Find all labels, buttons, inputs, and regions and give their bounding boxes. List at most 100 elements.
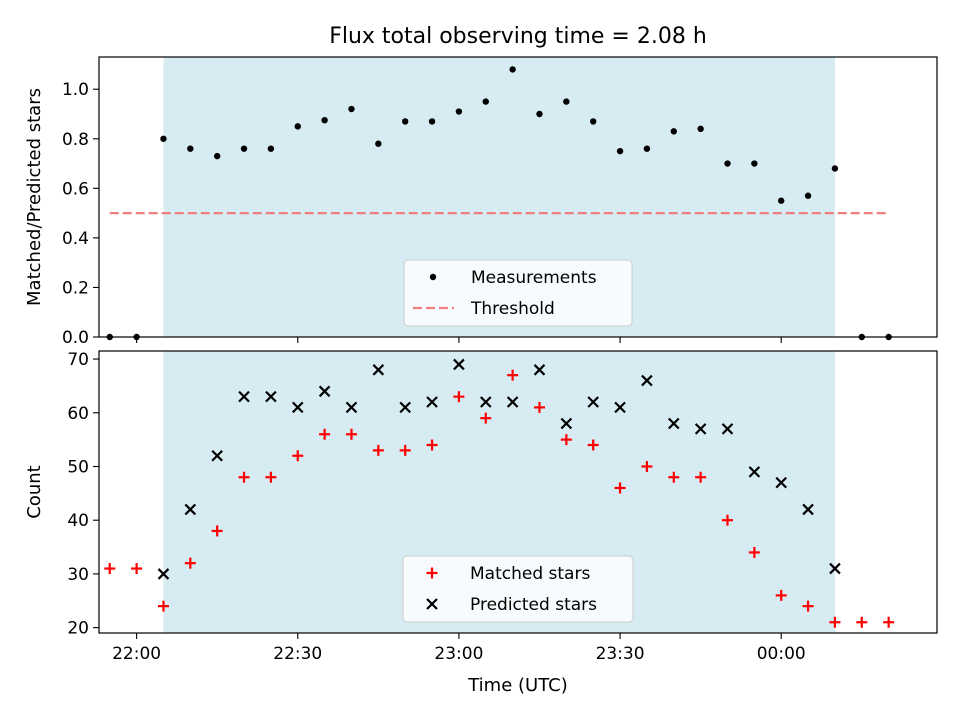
predicted-star-point <box>211 449 223 462</box>
predicted-star-stroke-b <box>775 476 787 489</box>
predicted-star-stroke-b <box>318 385 331 398</box>
predicted-star-point <box>560 417 573 430</box>
measurement-point <box>509 66 516 73</box>
axes-frame <box>98 56 938 338</box>
measurement-point <box>348 105 355 113</box>
y-tick-label: 60 <box>67 404 89 424</box>
matched-star-point <box>131 563 143 575</box>
measurement-point <box>321 116 328 124</box>
matched-star-point <box>453 391 465 403</box>
y-axis-label: Count <box>24 465 45 518</box>
matched-star-point <box>748 546 760 558</box>
predicted-star-point <box>506 396 519 408</box>
chart-title: Flux total observing time = 2.08 h <box>329 24 707 49</box>
matched-star-point <box>238 471 250 483</box>
legend-predicted-swatch-b <box>426 598 438 610</box>
matched-star-point <box>104 563 116 575</box>
predicted-star-point <box>533 364 546 376</box>
predicted-star-point <box>479 396 492 408</box>
matched-star-point <box>695 471 707 483</box>
predicted-star-stroke-b <box>291 401 304 414</box>
predicted-star-stroke-b <box>238 390 250 403</box>
measurement-point <box>240 145 248 152</box>
y-tick-label: 70 <box>67 350 89 370</box>
matched-star-point <box>292 450 304 462</box>
x-tick-label: 22:30 <box>273 644 322 664</box>
predicted-star-stroke-b <box>184 503 197 516</box>
measurement-point <box>724 160 731 167</box>
measurement-point <box>590 118 597 125</box>
predicted-star-stroke-b <box>157 568 170 580</box>
legend-measurement-swatch <box>429 273 437 281</box>
measurement-point <box>482 98 489 105</box>
predicted-star-stroke-b <box>614 401 626 414</box>
predicted-star-stroke-b <box>453 358 465 371</box>
predicted-star-point <box>668 417 680 430</box>
measurement-point <box>831 165 839 172</box>
matched-star-point <box>345 428 357 440</box>
y-tick-label: 0.8 <box>62 130 89 150</box>
predicted-star-point <box>453 358 465 371</box>
predicted-star-stroke-b <box>587 396 599 408</box>
predicted-star-point <box>614 401 626 414</box>
y-axis-label: Matched/Predicted stars <box>24 88 45 306</box>
y-tick-label: 0.0 <box>62 328 89 348</box>
matched-star-point <box>426 439 438 451</box>
measurement-point <box>804 192 812 199</box>
predicted-star-stroke-b <box>533 364 546 376</box>
measurement-point <box>616 147 624 155</box>
predicted-star-stroke-b <box>372 364 385 376</box>
measurement-point <box>751 160 758 167</box>
matched-star-point <box>480 412 492 424</box>
predicted-star-point <box>829 562 841 575</box>
measurement-point <box>670 128 677 135</box>
legend-label: Predicted stars <box>470 595 597 615</box>
measurement-point <box>294 123 301 130</box>
predicted-star-stroke-b <box>641 374 653 387</box>
measurement-point <box>697 125 704 133</box>
predicted-star-stroke-b <box>668 417 680 430</box>
predicted-star-stroke-b <box>479 396 492 408</box>
predicted-star-stroke-b <box>265 390 277 403</box>
bottom-panel: 20 30 40 50 60 70 22:00 22:30 23:00 23:30 00:00 Cou… <box>24 350 938 664</box>
predicted-star-point <box>184 503 197 516</box>
measurement-point <box>563 98 570 105</box>
y-tick-label: 40 <box>67 511 89 531</box>
x-axis-label: Time (UTC) <box>467 675 568 696</box>
y-tick-label: 0.6 <box>62 179 89 199</box>
predicted-star-stroke-b <box>426 396 438 408</box>
matched-star-point <box>829 616 841 628</box>
measurement-point <box>455 108 463 115</box>
legend-label: Measurements <box>471 268 597 288</box>
legend-box <box>402 555 634 623</box>
y-tick-label: 50 <box>67 457 89 477</box>
matched-star-point <box>184 557 196 569</box>
predicted-star-point <box>748 466 761 478</box>
predicted-star-stroke-b <box>560 417 573 430</box>
measurement-point <box>536 110 543 118</box>
predicted-star-point <box>399 401 411 414</box>
axes-frame <box>98 350 938 634</box>
x-tick-label: 00:00 <box>757 644 806 664</box>
legend-label: Threshold <box>470 299 555 319</box>
legend-box <box>403 259 633 327</box>
y-tick-label: 0.2 <box>62 278 89 298</box>
matched-star-point <box>668 471 680 483</box>
predicted-star-point <box>802 503 814 516</box>
measurement-point <box>213 152 221 160</box>
predicted-star-point <box>587 396 599 408</box>
predicted-star-point <box>775 476 787 489</box>
y-tick-label: 20 <box>67 619 89 639</box>
predicted-star-point <box>265 390 277 403</box>
matched-star-point <box>775 589 787 601</box>
measurement-point <box>267 145 275 152</box>
matched-star-point <box>722 514 733 526</box>
predicted-star-point <box>641 374 653 387</box>
y-tick-label: 0.4 <box>62 229 89 249</box>
predicted-star-stroke-b <box>802 503 814 516</box>
matched-star-point <box>157 600 169 612</box>
matched-star-point <box>533 401 545 413</box>
matched-star-point <box>587 439 599 451</box>
legend: Measurements Threshold <box>403 259 633 327</box>
